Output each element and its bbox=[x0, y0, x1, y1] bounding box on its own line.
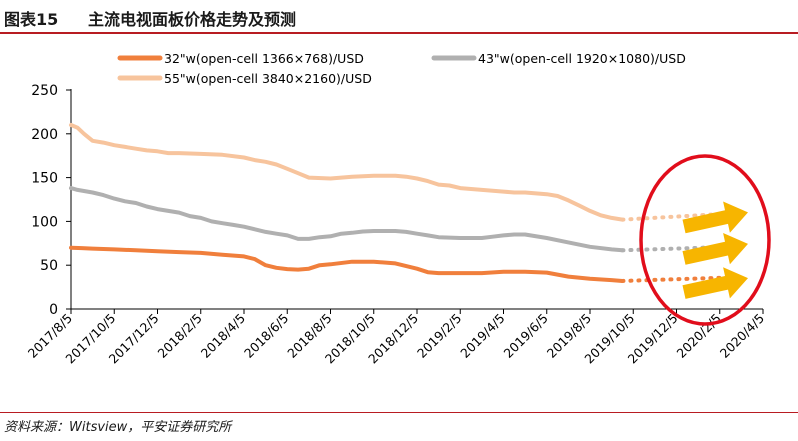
y-tick-label: 50 bbox=[40, 258, 58, 274]
title-bar: 图表15 主流电视面板价格走势及预测 bbox=[0, 0, 798, 34]
footer-divider bbox=[0, 412, 798, 413]
y-tick-label: 150 bbox=[31, 171, 58, 187]
x-tick-label: 2019/6/5 bbox=[501, 311, 551, 361]
legend-label-1: 32"w(open-cell 1366×768)/USD bbox=[164, 51, 364, 66]
forecast-arrow-3 bbox=[682, 267, 748, 299]
figure-label: 图表15 bbox=[4, 10, 59, 29]
y-tick-label: 100 bbox=[31, 214, 58, 230]
y-tick-label: 200 bbox=[31, 127, 58, 143]
x-tick-label: 2018/4/5 bbox=[198, 311, 248, 361]
source-note: 资料来源：Witsview，平安证券研究所 bbox=[4, 420, 232, 435]
x-tick-label: 2018/6/5 bbox=[241, 311, 291, 361]
axes: 0501001502002502017/8/52017/10/52017/12/… bbox=[25, 83, 767, 366]
series-line-2 bbox=[69, 186, 625, 253]
y-tick-label: 0 bbox=[49, 302, 58, 318]
legend: 32"w(open-cell 1366×768)/USD 43"w(open-ce… bbox=[117, 51, 686, 86]
title-divider bbox=[0, 32, 798, 34]
series-lines bbox=[69, 123, 625, 283]
x-tick-label: 2019/4/5 bbox=[457, 311, 507, 361]
forecast-arrow-1 bbox=[682, 201, 748, 234]
y-tick-label: 250 bbox=[31, 83, 58, 99]
chart-title: 主流电视面板价格走势及预测 bbox=[88, 10, 297, 29]
forecast-arrow-2 bbox=[682, 233, 748, 265]
series-line-1 bbox=[69, 245, 625, 283]
legend-label-3: 55"w(open-cell 3840×2160)/USD bbox=[164, 71, 372, 86]
forecast-dotted-line-1 bbox=[620, 275, 733, 283]
forecast-annotation bbox=[620, 154, 771, 326]
series-line-3 bbox=[69, 123, 625, 222]
legend-label-2: 43"w(open-cell 1920×1080)/USD bbox=[478, 51, 686, 66]
x-tick-label: 2018/2/5 bbox=[155, 311, 205, 361]
x-tick-label: 2019/2/5 bbox=[414, 311, 464, 361]
x-tick-label: 2020/4/5 bbox=[717, 311, 767, 361]
forecast-highlight-ellipse bbox=[639, 154, 771, 326]
